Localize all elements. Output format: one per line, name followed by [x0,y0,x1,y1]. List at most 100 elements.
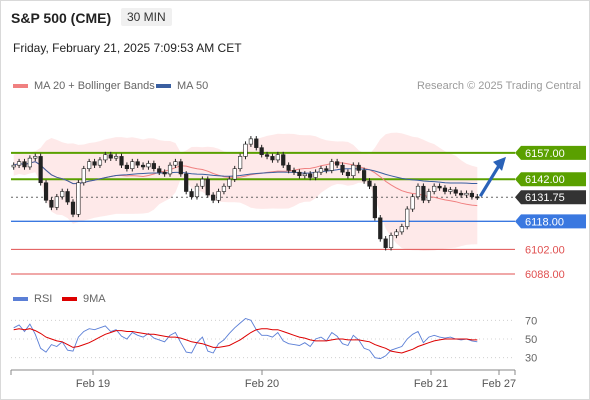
candle-body [16,161,22,166]
candle [297,169,302,179]
candle-body [216,191,221,201]
candle-body [297,171,302,177]
candle [329,158,334,174]
forecast-arrow-head [493,156,506,171]
candle-body [221,185,227,192]
candle [324,165,329,174]
candle [232,165,237,183]
candle-body [421,185,426,201]
candle [130,158,135,172]
candle [281,151,286,168]
price-tag-6142.00: 6142.00 [515,172,586,187]
timeframe-badge[interactable]: 30 MIN [121,8,172,26]
candle-body [426,191,431,201]
candle [11,162,16,170]
ma50-line [13,161,478,185]
rsi-ma9-line [13,328,478,354]
price-tag-bg [515,214,586,229]
candle [38,153,43,186]
candle-body [167,164,173,175]
candle-body [270,156,275,161]
candle-body [205,178,210,196]
candle-body [308,173,313,178]
candle [399,223,404,235]
x-tick-label: Feb 27 [482,378,516,390]
candle [345,169,351,179]
candle [270,153,275,163]
candle-body [232,168,237,180]
candle-body [318,168,324,173]
candle [157,165,162,176]
candle [103,151,108,163]
candle-body [227,178,232,187]
candle-body [432,185,437,192]
candle-body [464,192,469,196]
candle [308,171,313,181]
candle-body [361,170,367,182]
candle [426,188,431,204]
candle-body [345,171,351,177]
candle-body [324,168,329,171]
candle [421,183,426,204]
candle-body [410,196,415,210]
candle-body [383,238,388,248]
candle [200,176,205,190]
forecast-arrow-shaft [478,163,502,198]
rsi-tick-label: 30 [525,353,537,365]
candle-body [76,182,81,215]
rsi-swatch [13,297,28,301]
candle [351,162,356,179]
candle [87,158,92,172]
candle [383,236,388,251]
legend-ma20: MA 20 + Bollinger Bands [13,80,155,92]
candle-body [60,191,65,198]
candle-body [372,185,377,219]
candle-body [437,185,442,189]
candle-body [459,192,464,196]
candle-body [248,138,253,145]
candle-body [302,173,307,177]
candle [238,153,243,172]
candle-body [11,164,16,168]
candle [313,169,318,181]
price-tag-bg [515,145,586,160]
candle [361,167,367,184]
candle [367,178,372,190]
candle-body [162,171,167,175]
candle [372,183,377,221]
candle-body [281,154,286,166]
candle-body [394,231,399,236]
legend-9ma-label: 9MA [83,293,106,305]
candle-body [200,178,205,187]
candle-body [399,226,404,233]
candle-body [151,163,156,169]
x-tick-label: Feb 21 [414,378,448,390]
candle-body [469,192,475,198]
candle [173,158,178,168]
ma20-swatch [13,84,28,88]
candle-body [448,189,453,192]
candle-body [27,157,32,168]
candle-body [130,161,135,169]
candle-body [70,201,76,215]
candle-body [38,156,43,184]
candle-body [340,164,345,173]
legend-9ma: 9MA [62,293,106,305]
candle [227,176,232,190]
price-tag-6088.00: 6088.00 [525,269,565,281]
candle [140,162,146,170]
candle [356,162,361,174]
candle-body [275,154,280,161]
candle [119,153,124,168]
candle [254,136,259,151]
price-tag-label: 6131.75 [525,192,565,204]
candle [54,193,59,211]
legend-rsi: RSI [13,293,52,305]
candle [184,171,189,195]
candle [318,165,324,176]
candle-body [146,163,151,168]
instrument-title: S&P 500 (CME) [11,10,112,26]
9ma-swatch [62,297,77,301]
candle-body [119,156,124,166]
